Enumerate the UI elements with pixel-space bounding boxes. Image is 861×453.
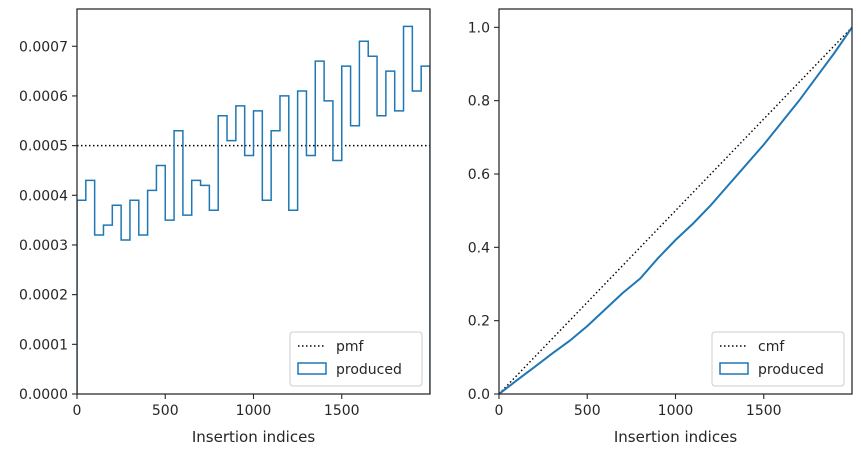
y-tick-label: 0.0006 [19,89,68,105]
x-tick-label: 1500 [746,403,782,419]
legend-produced-label: produced [336,362,402,378]
x-tick-label: 500 [152,403,179,419]
legend: cmf produced [711,331,845,387]
x-tick-label: 1000 [658,403,694,419]
x-tick-label: 0 [495,403,504,419]
left-chart-panel: 0 500 1000 1500 0.0000 0.0001 0.0002 0.0003 0.00… [19,8,431,446]
y-tick-label: 0.0001 [19,337,68,353]
legend-reference-label: cmf [758,339,785,355]
y-tick-label: 0.0002 [19,288,68,304]
cmf-reference-line [499,26,852,394]
x-tick-label: 500 [574,403,601,419]
y-tick-label: 0.8 [468,94,490,110]
x-tick-label: 0 [73,403,82,419]
legend: pmf produced [289,331,423,387]
x-axis-label: Insertion indices [614,428,737,446]
y-tick-label: 0.0 [468,387,490,403]
y-tick-label: 0.0007 [19,39,68,55]
x-tick-label: 1000 [236,403,272,419]
y-tick-label: 0.0004 [19,188,68,204]
produced-histogram-steps [77,25,430,394]
y-tick-label: 0.2 [468,314,490,330]
x-tick-label: 1500 [324,403,360,419]
produced-cumulative-line [499,26,852,394]
y-tick-label: 0.0000 [19,387,68,403]
legend-produced-label: produced [758,362,824,378]
y-tick-label: 0.6 [468,167,490,183]
right-chart-panel: 0 500 1000 1500 0.0 0.2 0.4 0.6 0.8 1.0 Insertion … [468,8,853,446]
y-tick-label: 0.0005 [19,139,68,155]
legend-produced-swatch [719,362,749,375]
y-tick-label: 0.4 [468,240,490,256]
legend-reference-label: pmf [336,339,365,355]
y-tick-label: 1.0 [468,20,490,36]
y-tick-label: 0.0003 [19,238,68,254]
legend-produced-swatch [297,362,327,375]
x-axis-label: Insertion indices [192,428,315,446]
